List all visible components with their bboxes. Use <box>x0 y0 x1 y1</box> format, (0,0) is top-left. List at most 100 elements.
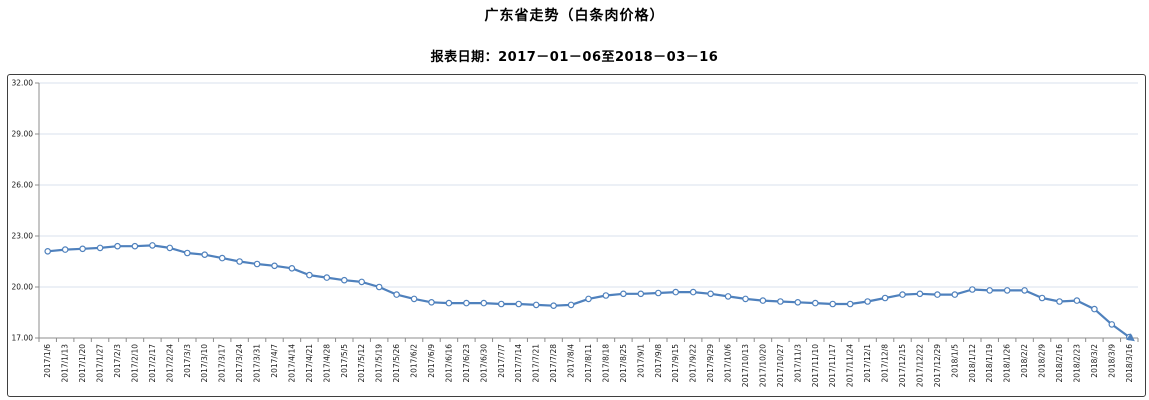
x-axis-label: 2018/3/16 <box>1125 344 1134 383</box>
data-point-marker <box>149 242 156 249</box>
data-point-marker <box>724 293 732 300</box>
x-axis-label: 2017/12/15 <box>898 344 907 387</box>
data-point-marker <box>864 298 871 305</box>
x-axis-label: 2018/2/16 <box>1055 344 1064 383</box>
x-axis-label: 2017/4/28 <box>322 344 331 383</box>
x-axis-label: 2017/8/11 <box>584 344 593 383</box>
data-point-marker <box>393 291 400 298</box>
data-point-marker <box>497 300 505 308</box>
data-point-marker <box>1038 294 1046 302</box>
data-point-marker <box>515 300 523 308</box>
report-date-range: 报表日期：2017－01－06至2018－03－16 <box>430 50 719 65</box>
data-point-marker <box>184 249 191 257</box>
data-point-marker <box>934 291 941 298</box>
data-point-marker <box>288 265 296 272</box>
data-point-marker <box>201 251 209 259</box>
x-axis-label: 2018/1/19 <box>985 344 994 383</box>
data-point-marker <box>707 290 714 298</box>
data-point-marker <box>951 291 959 298</box>
x-axis-label: 2017/2/17 <box>148 344 157 383</box>
data-point-marker <box>480 299 488 307</box>
data-point-marker <box>114 242 121 250</box>
x-axis-label: 2017/1/6 <box>43 344 52 378</box>
data-point-marker <box>44 248 52 255</box>
data-point-marker <box>620 290 627 298</box>
data-point-marker <box>306 271 313 279</box>
x-axis-label: 2018/1/5 <box>950 344 959 378</box>
x-axis-label: 2017/12/1 <box>863 344 872 383</box>
x-axis-label: 2017/8/25 <box>619 344 628 383</box>
x-axis-label: 2017/11/10 <box>811 344 820 387</box>
data-point-marker <box>1108 321 1116 328</box>
x-axis-label: 2017/12/22 <box>915 344 924 387</box>
data-point-marker <box>846 300 854 308</box>
x-axis-label: 2018/1/26 <box>1003 344 1012 383</box>
data-point-marker <box>532 301 540 309</box>
data-point-marker <box>463 299 470 307</box>
x-axis-label: 2017/9/15 <box>671 344 680 383</box>
x-axis-label: 2017/6/16 <box>444 344 453 383</box>
x-axis-label: 2017/12/8 <box>881 344 890 383</box>
x-axis-label: 2017/2/3 <box>113 344 122 378</box>
x-axis-label: 2017/5/12 <box>357 344 366 383</box>
data-point-marker <box>375 283 383 291</box>
data-point-marker <box>689 288 697 296</box>
x-axis-label: 2017/2/24 <box>165 344 174 383</box>
x-axis-label: 2017/9/1 <box>636 344 645 378</box>
chart-title: 广东省走势（白条肉价格） <box>484 8 665 24</box>
x-axis-label: 2017/7/28 <box>549 344 558 383</box>
data-point-marker <box>916 290 924 298</box>
x-axis-label: 2018/3/2 <box>1090 344 1099 378</box>
data-point-marker <box>899 291 906 298</box>
x-axis-label: 2017/3/17 <box>218 344 227 383</box>
data-point-marker <box>131 242 139 250</box>
x-axis-label: 2017/11/3 <box>793 344 802 383</box>
data-point-marker <box>654 289 662 297</box>
x-axis-label: 2017/7/14 <box>514 344 523 383</box>
x-axis-label: 2018/3/9 <box>1107 344 1116 378</box>
x-axis-label: 2017/3/10 <box>200 344 209 383</box>
x-axis-label: 2017/6/23 <box>462 344 471 383</box>
data-point-marker <box>829 300 837 308</box>
data-point-marker <box>672 288 680 296</box>
x-axis-label: 2017/9/22 <box>689 344 698 383</box>
x-axis-label: 2017/9/8 <box>654 344 663 378</box>
data-point-marker <box>236 258 243 265</box>
data-point-marker <box>777 298 784 305</box>
x-axis-label: 2017/7/7 <box>497 344 506 378</box>
x-axis-label: 2018/2/2 <box>1020 344 1029 378</box>
chart-frame: 32.00 29.00 26.00 23.00 20.00 17.00 2017/1/6 20… <box>7 74 1146 397</box>
data-point-marker <box>986 287 994 294</box>
data-point-marker <box>61 246 69 253</box>
data-point-marker <box>340 276 348 284</box>
x-axis-label: 2017/3/3 <box>183 344 192 378</box>
x-axis-label: 2017/1/20 <box>78 344 87 383</box>
data-point-marker <box>445 299 453 307</box>
data-point-marker <box>410 295 418 303</box>
x-axis-label: 2017/1/13 <box>61 344 70 383</box>
x-axis-label: 2017/12/29 <box>933 344 942 387</box>
data-point-marker <box>794 299 802 306</box>
data-point-marker <box>166 244 174 252</box>
x-axis-label: 2017/10/13 <box>741 344 750 387</box>
x-axis-label: 2017/1/27 <box>96 344 105 383</box>
x-axis-label: 2017/6/30 <box>479 344 488 383</box>
x-axis-label: 2017/10/20 <box>758 344 767 387</box>
series-line <box>46 244 1131 339</box>
x-axis-label: 2018/2/9 <box>1038 344 1047 378</box>
data-point-marker <box>968 286 976 293</box>
x-axis-label: 2017/4/7 <box>270 344 279 378</box>
x-axis-label: 2017/6/2 <box>410 344 419 378</box>
x-axis-label: 2018/2/23 <box>1072 344 1081 383</box>
x-axis-label: 2017/5/5 <box>340 344 349 378</box>
x-axis-label: 2017/8/18 <box>601 344 610 383</box>
data-point-marker <box>881 294 889 302</box>
y-axis-label: 20.00 <box>12 283 34 292</box>
price-trend-line-chart: 32.00 29.00 26.00 23.00 20.00 17.00 2017/1/6 20… <box>12 79 1139 387</box>
x-axis-label: 2017/11/24 <box>846 344 855 387</box>
data-point-marker <box>585 295 592 303</box>
data-point-marker <box>253 260 261 268</box>
data-point-marker <box>567 301 575 309</box>
x-axis-label: 2017/4/21 <box>305 344 314 383</box>
